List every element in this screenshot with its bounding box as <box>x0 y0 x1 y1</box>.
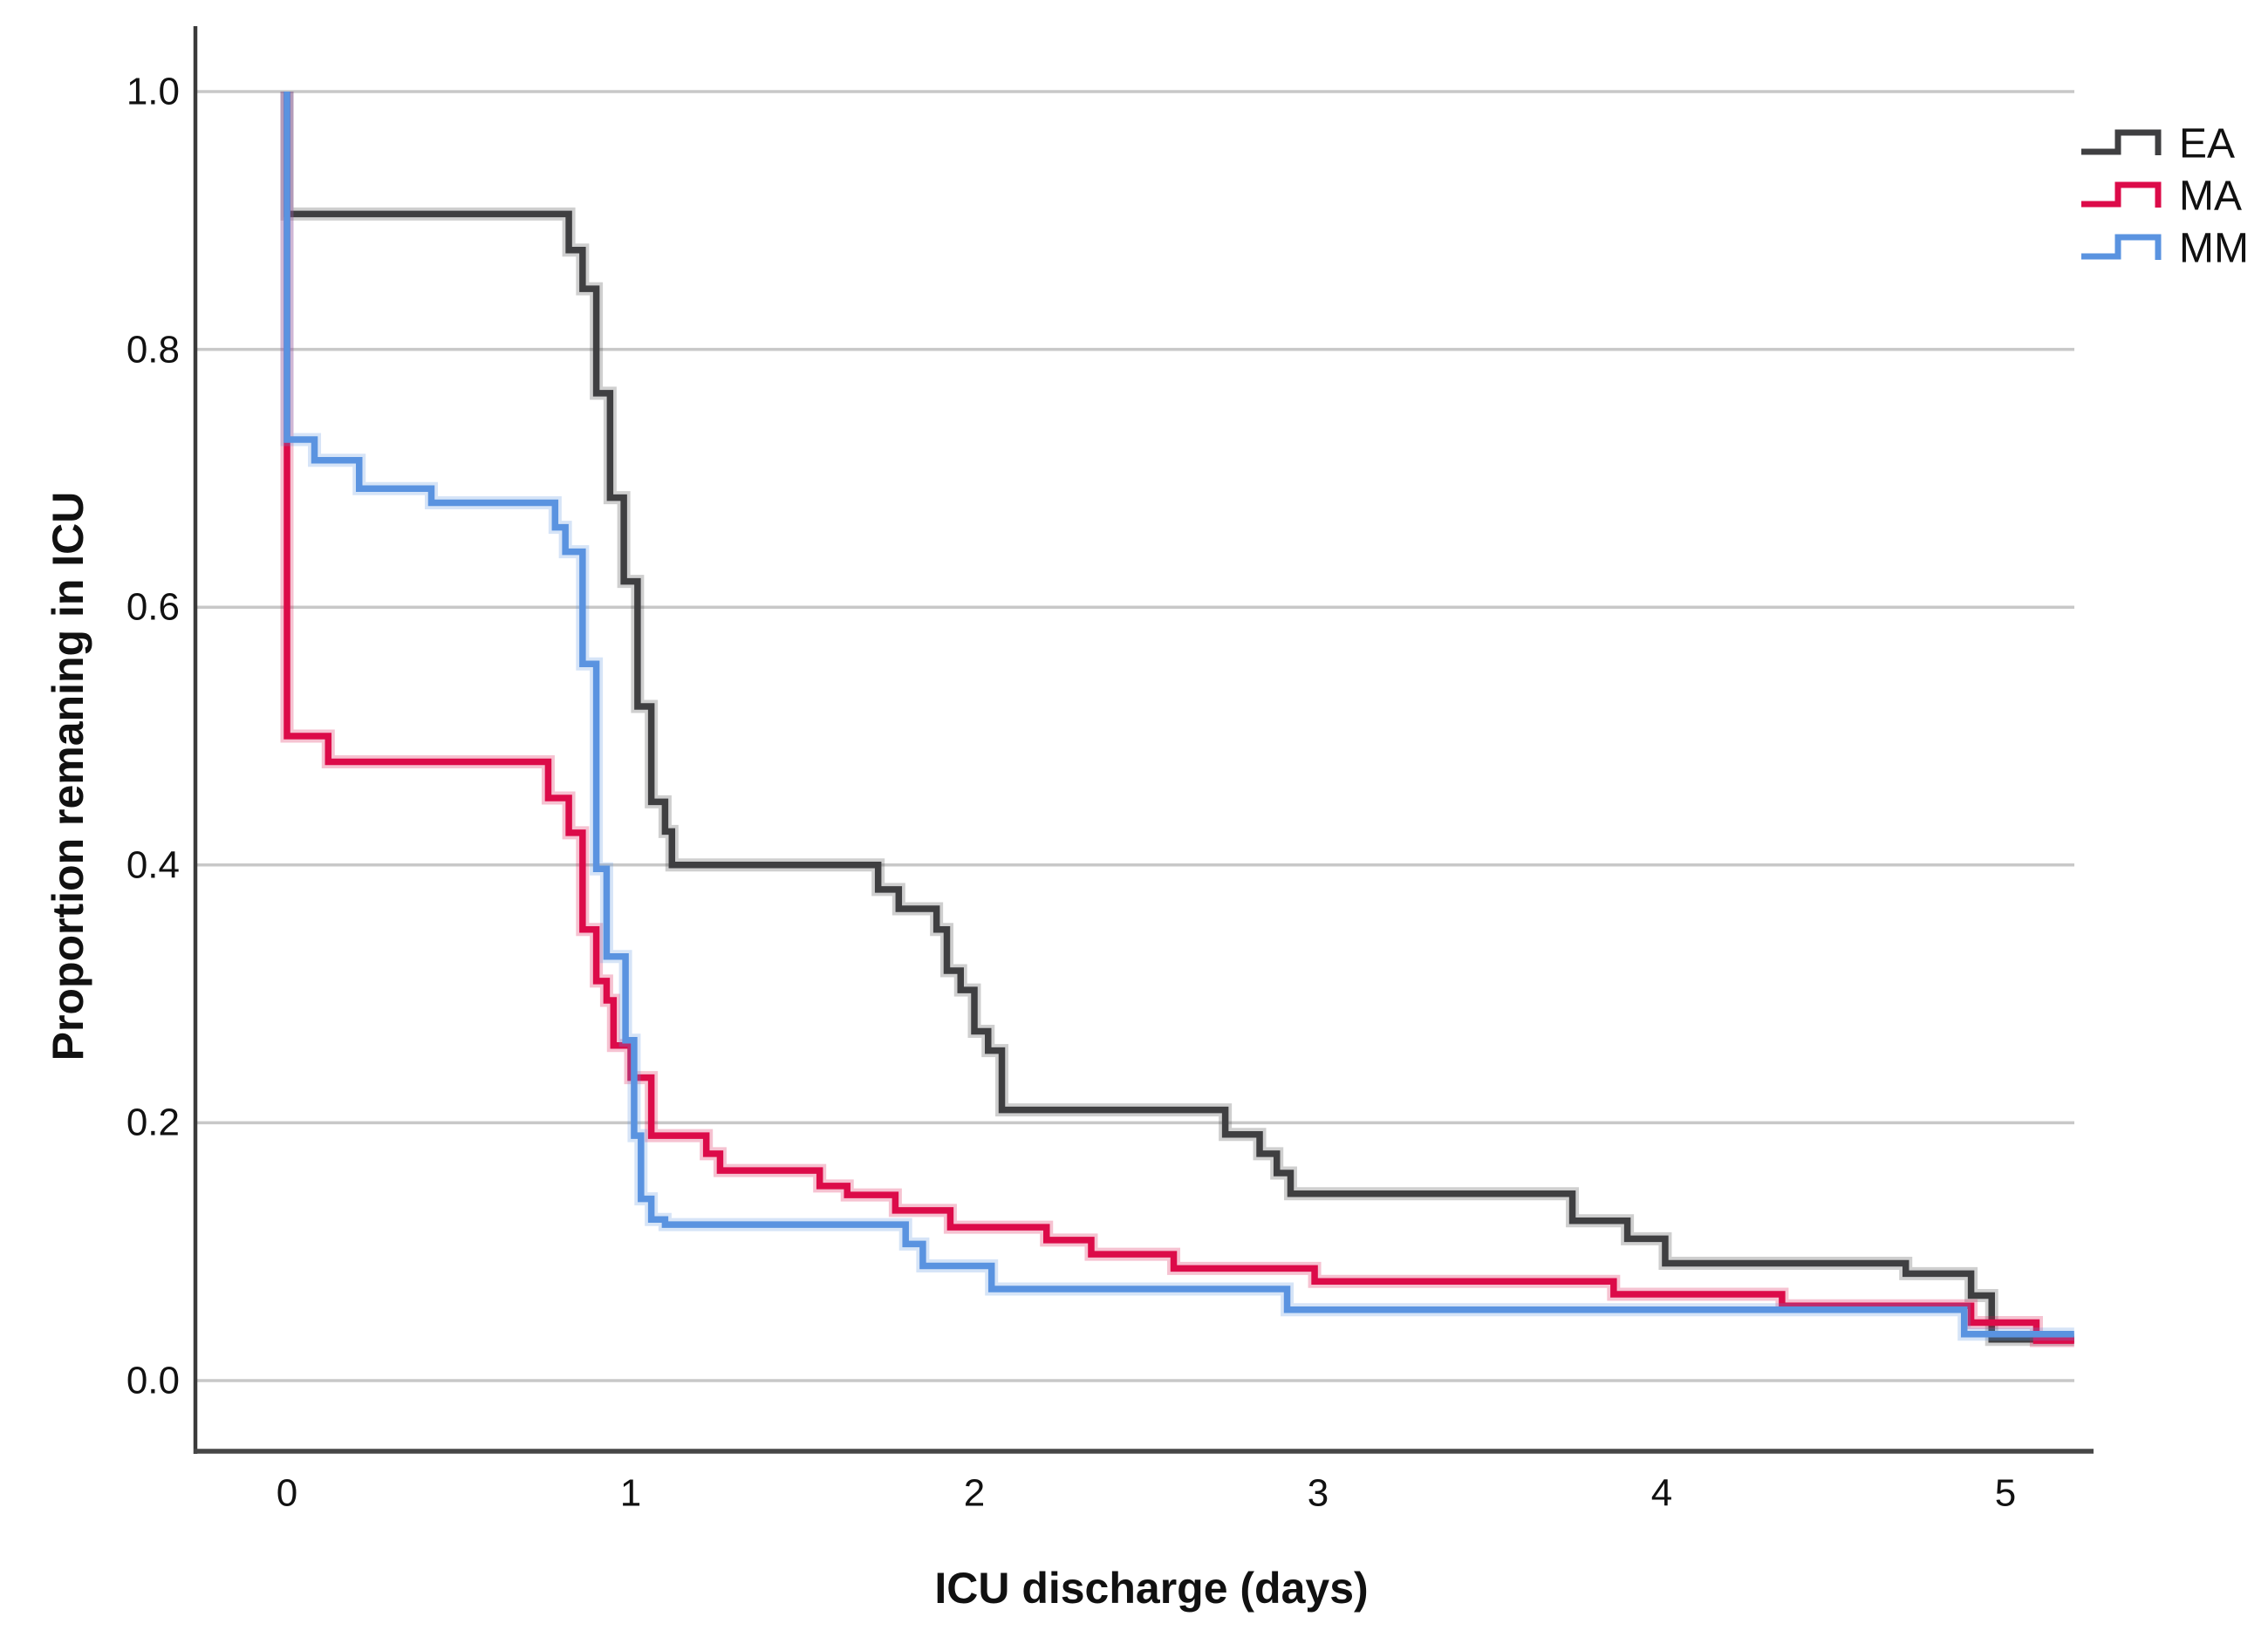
y-tick-0.6: 0.6 <box>126 586 180 629</box>
legend-line-sample-EA <box>2081 129 2162 155</box>
x-tick-1: 1 <box>620 1472 641 1515</box>
y-tick-0.2: 0.2 <box>126 1102 180 1144</box>
legend-entry-EA: EA <box>2081 121 2235 167</box>
legend-line-sample-MA <box>2081 181 2162 208</box>
y-tick-0.4: 0.4 <box>126 844 180 887</box>
curve-MM <box>284 92 2074 1338</box>
curve-halo-MM <box>280 92 2074 1341</box>
curves <box>280 92 2074 1347</box>
legend-label-MA: MA <box>2179 174 2242 220</box>
curve-EA <box>284 92 2074 1343</box>
x-tick-4: 4 <box>1651 1472 1672 1515</box>
x-axis-title: ICU discharge (days) <box>934 1564 1368 1613</box>
curve-MA <box>284 92 2074 1344</box>
legend-label-EA: EA <box>2179 121 2235 167</box>
legend-line-sample-MM <box>2081 234 2162 260</box>
y-axis-title: Proportion remaning in ICU <box>44 492 92 1061</box>
x-tick-2: 2 <box>964 1472 985 1515</box>
legend-label-MM: MM <box>2179 226 2249 272</box>
y-tick-0.8: 0.8 <box>126 329 180 372</box>
legend-entry-MA: MA <box>2081 174 2242 220</box>
axes <box>193 26 2094 1454</box>
curve-halo-EA <box>280 92 2074 1347</box>
gridlines <box>194 90 2074 1382</box>
x-tick-5: 5 <box>1995 1472 2016 1515</box>
legend: EA MA MM <box>2081 121 2249 272</box>
curve-halo-MA <box>280 92 2074 1347</box>
x-tick-labels: 0 1 2 3 4 5 <box>277 1472 2016 1515</box>
legend-entry-MM: MM <box>2081 226 2249 272</box>
x-tick-3: 3 <box>1308 1472 1329 1515</box>
y-tick-0.0: 0.0 <box>126 1360 180 1402</box>
y-tick-labels: 1.0 0.8 0.6 0.4 0.2 0.0 <box>126 71 180 1402</box>
y-tick-1.0: 1.0 <box>126 71 180 113</box>
x-tick-0: 0 <box>277 1472 297 1515</box>
